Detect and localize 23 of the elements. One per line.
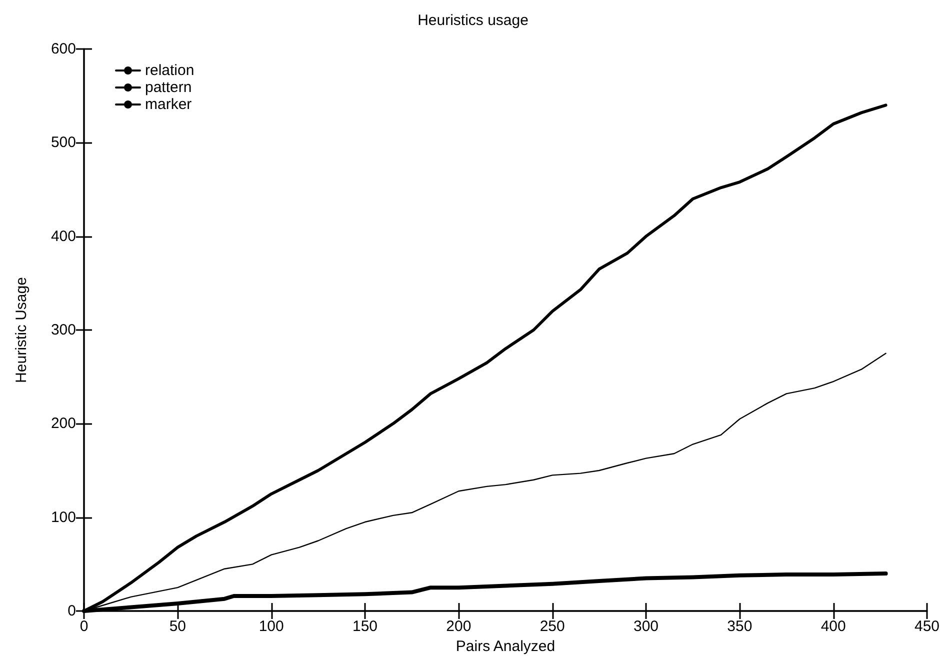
chart-title: Heuristics usage: [418, 12, 528, 29]
x-tick-label: 300: [633, 618, 659, 635]
legend-label: marker: [145, 96, 192, 113]
x-axis-title: Pairs Analyzed: [456, 638, 556, 655]
x-tick-label: 150: [352, 618, 378, 635]
x-tick-label: 0: [80, 618, 88, 635]
y-tick-label: 0: [68, 602, 76, 620]
y-tick-label: 200: [50, 415, 76, 432]
x-tick-label: 350: [727, 618, 752, 635]
x-tick-label: 250: [540, 618, 565, 635]
legend-label: relation: [145, 62, 194, 79]
x-tick-label: 100: [258, 618, 284, 635]
y-tick-label: 100: [50, 508, 76, 526]
x-tick-label: 200: [446, 618, 472, 635]
y-tick-label: 300: [50, 322, 76, 338]
y-tick-label: 500: [50, 134, 76, 152]
x-tick-label: 400: [820, 618, 846, 635]
y-tick-label: 600: [50, 40, 76, 58]
y-tick-label: 400: [50, 228, 76, 245]
legend-label: pattern: [145, 79, 192, 96]
x-tick-label: 50: [169, 618, 186, 635]
y-axis-title: Heuristic Usage: [13, 277, 30, 383]
x-tick-label: 450: [914, 618, 940, 635]
